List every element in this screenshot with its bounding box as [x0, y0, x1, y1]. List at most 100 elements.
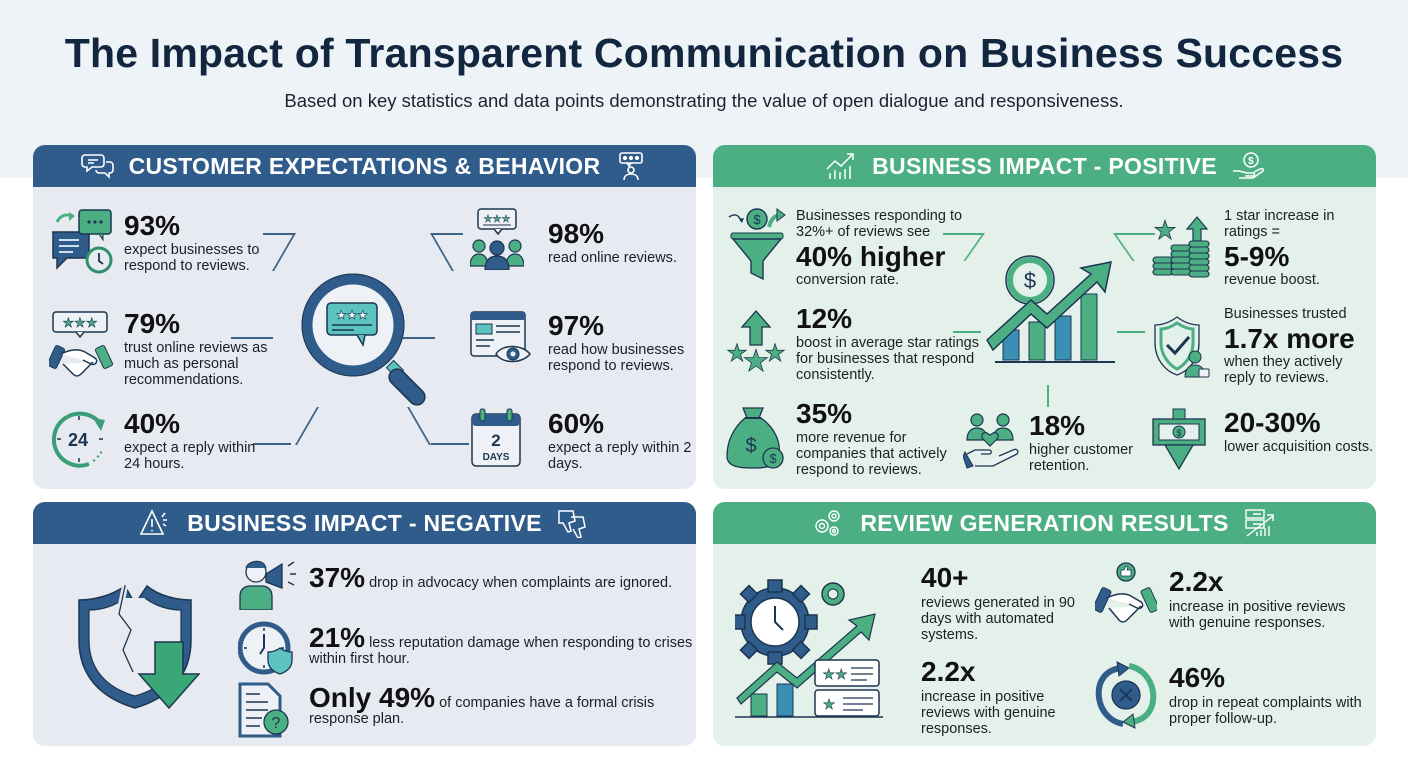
- svg-text:2: 2: [491, 431, 500, 450]
- page-subtitle: Based on key statistics and data points …: [284, 90, 1124, 111]
- document-question-icon: ?: [238, 682, 292, 738]
- thumbs-down-icon: [556, 508, 590, 539]
- stat-97: 97% read how businesses respond to revie…: [470, 310, 690, 380]
- stat-46: 46% drop in repeat complaints with prope…: [1095, 658, 1365, 738]
- stat-text: conversion rate.: [796, 271, 900, 288]
- broken-shield-icon: [75, 582, 201, 712]
- panel-title: CUSTOMER EXPECTATIONS & BEHAVIOR: [128, 152, 601, 179]
- stat-pre: Businesses trusted: [1224, 306, 1347, 322]
- people-heart-hand-icon: [962, 412, 1023, 470]
- stat-value: 93%: [124, 210, 181, 241]
- svg-text:★: ★: [726, 340, 748, 367]
- stat-value: 2.2x: [921, 656, 976, 687]
- people-review-icon: ★★★: [469, 208, 525, 271]
- svg-text:★★★: ★★★: [484, 214, 511, 225]
- 24-hour-icon: 24: [49, 408, 111, 470]
- stat-text: expect businesses to respond to reviews.: [124, 242, 260, 274]
- stat-text: reviews generated in 90 days with automa…: [921, 595, 1075, 643]
- panel-header: BUSINESS IMPACT - NEGATIVE: [33, 502, 696, 544]
- svg-text:★★★: ★★★: [336, 308, 368, 322]
- svg-text:★: ★: [764, 340, 786, 367]
- stat-text: less reputation damage when responding t…: [309, 635, 693, 667]
- business-impact-negative-panel: BUSINESS IMPACT - NEGATIVE 37% drop in a…: [33, 502, 696, 746]
- customer-expectations-panel: CUSTOMER EXPECTATIONS & BEHAVIOR ★★★: [33, 145, 696, 489]
- stat-40-plus: 40+ reviews generated in 90 days with au…: [921, 564, 1091, 644]
- gear-clock-reviews-icon: ★★ ★: [732, 574, 883, 722]
- stat-text: more revenue for companies that actively…: [796, 430, 947, 478]
- banknote-down-icon: $: [1151, 407, 1211, 471]
- stat-text: expect a reply within 2 days.: [548, 440, 692, 472]
- page-header: The Impact of Transparent Communication …: [0, 0, 1408, 140]
- panel-header: REVIEW GENERATION RESULTS: [713, 502, 1376, 544]
- stat-text: read how businesses respond to reviews.: [548, 342, 685, 374]
- stat-text: of companies have a formal crisis respon…: [309, 695, 655, 727]
- stat-text: drop in advocacy when complaints are ign…: [369, 575, 673, 591]
- stat-37: 37% drop in advocacy when complaints are…: [238, 558, 678, 612]
- stat-93: 93% expect businesses to respond to revi…: [49, 208, 279, 278]
- stat-60: 2 DAYS 60% expect a reply within 2 days.: [470, 408, 691, 478]
- handshake-thumbsup-icon: [1092, 562, 1160, 632]
- warning-icon: [139, 508, 173, 538]
- stat-2-2x-left: 2.2x increase in positive reviews with g…: [921, 658, 1081, 738]
- panel-title: BUSINESS IMPACT - NEGATIVE: [187, 509, 542, 536]
- stat-value: 98%: [548, 218, 605, 249]
- stat-value: 20-30%: [1224, 407, 1321, 438]
- svg-text:$: $: [1024, 268, 1036, 293]
- stat-value: Only 49%: [309, 682, 436, 713]
- stat-text: trust online reviews as much as personal…: [124, 340, 268, 388]
- stat-text: revenue boost.: [1224, 271, 1320, 288]
- megaphone-person-icon: [238, 558, 300, 611]
- stat-40: 24 40% expect a reply within 24 hours.: [49, 408, 279, 478]
- growth-chart-icon: [824, 151, 858, 181]
- stat-value: 21%: [309, 622, 366, 653]
- stat-text: increase in positive reviews with genuin…: [921, 689, 1056, 737]
- stat-35: $ $ 35% more revenue for companies that a…: [725, 400, 965, 480]
- stat-text: higher customer retention.: [1029, 442, 1133, 474]
- business-impact-positive-panel: BUSINESS IMPACT - POSITIVE $ $ $ Busines: [713, 145, 1376, 489]
- svg-text:$: $: [753, 212, 761, 227]
- chat-clock-icon: [49, 208, 113, 276]
- handshake-stars-icon: ★★★: [46, 310, 114, 382]
- coins-star-icon: ★: [1151, 215, 1213, 281]
- browser-eye-icon: [470, 310, 532, 368]
- stat-21: 21% less reputation damage when respondi…: [237, 620, 692, 676]
- stat-value: 5-9%: [1224, 240, 1290, 272]
- stat-value: 37%: [309, 562, 366, 593]
- svg-text:★: ★: [823, 696, 836, 712]
- svg-text:$: $: [1248, 156, 1254, 167]
- stat-1-7x: Businesses trusted 1.7x more when they a…: [1151, 306, 1371, 387]
- stat-98: ★★★ 98% read online reviews.: [469, 208, 690, 278]
- stat-20-30: $ 20-30% lower acquisition costs.: [1151, 407, 1374, 477]
- stat-49: ? Only 49% of companies have a formal cr…: [238, 682, 678, 738]
- stat-text: boost in average star ratings for busine…: [796, 335, 979, 383]
- stat-text: increase in positive reviews with genuin…: [1169, 599, 1346, 631]
- stat-value: 60%: [548, 408, 605, 439]
- svg-text:★★★: ★★★: [63, 315, 98, 330]
- stat-value: 12%: [796, 303, 853, 334]
- svg-text:★: ★: [1153, 215, 1176, 245]
- money-bag-icon: $ $: [725, 406, 787, 470]
- stat-value: 18%: [1029, 410, 1086, 441]
- stat-text: lower acquisition costs.: [1224, 439, 1374, 455]
- stat-pre: Businesses responding to 32%+ of reviews…: [796, 208, 963, 240]
- review-generation-panel: REVIEW GENERATION RESULTS ★★ ★: [713, 502, 1376, 746]
- stat-value: 40% higher: [796, 240, 946, 272]
- stars-arrow-icon: ★ ★ ★: [725, 309, 787, 378]
- stat-text: read online reviews.: [548, 250, 677, 266]
- magnifier-review-icon: ★★★: [295, 267, 440, 412]
- stat-text: drop in repeat complaints with proper fo…: [1169, 695, 1362, 727]
- calendar-icon: 2 DAYS: [470, 408, 524, 468]
- stat-value: 79%: [124, 308, 181, 339]
- clock-shield-icon: [237, 620, 296, 676]
- page-title: The Impact of Transparent Communication …: [64, 30, 1344, 76]
- stat-value: 2.2x: [1169, 566, 1224, 597]
- chat-bubbles-icon: [80, 151, 115, 181]
- cycle-x-icon: [1095, 660, 1157, 730]
- stat-text: expect a reply within 24 hours.: [124, 440, 256, 472]
- stat-text: when they actively reply to reviews.: [1224, 353, 1343, 386]
- stat-pre: 1 star increase in ratings =: [1224, 208, 1335, 240]
- stat-79: ★★★ 79% trust online reviews as much as …: [46, 308, 289, 390]
- svg-text:★★: ★★: [822, 666, 847, 682]
- shield-check-user-icon: [1151, 315, 1211, 379]
- money-hand-icon: $: [1231, 151, 1265, 181]
